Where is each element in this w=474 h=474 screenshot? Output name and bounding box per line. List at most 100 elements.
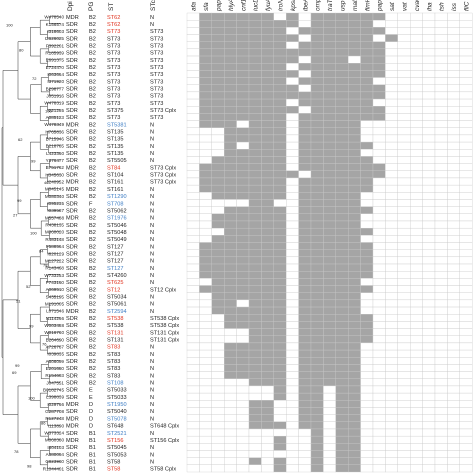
gene-absent-cell xyxy=(422,55,436,64)
gene-absent-cell xyxy=(422,335,436,344)
gene-present-cell xyxy=(236,134,250,143)
gene-absent-cell xyxy=(397,450,411,458)
gene-absent-cell xyxy=(224,428,237,437)
dpi-value: MDR xyxy=(66,424,79,430)
gene-present-cell xyxy=(335,407,349,415)
gene-absent-cell xyxy=(186,55,200,64)
gene-absent-cell xyxy=(459,435,473,444)
gene-present-cell xyxy=(261,184,274,193)
gene-absent-cell xyxy=(360,357,374,365)
gene-absent-cell xyxy=(447,450,460,458)
gene-absent-cell xyxy=(422,400,436,408)
gene-absent-cell xyxy=(434,328,448,336)
gene-present-cell xyxy=(286,34,299,42)
gene-present-cell xyxy=(323,34,336,42)
gene-absent-cell xyxy=(434,120,448,128)
gene-header: kpsMII xyxy=(290,0,297,11)
gene-present-cell xyxy=(211,192,225,200)
gene-present-cell xyxy=(348,19,361,28)
gene-absent-cell xyxy=(186,19,200,28)
gene-absent-cell xyxy=(186,357,200,365)
stc-value: N xyxy=(150,302,154,308)
gene-absent-cell xyxy=(385,113,398,121)
isolate-id: B0182745 xyxy=(43,388,64,393)
gene-absent-cell xyxy=(385,392,398,401)
gene-absent-cell xyxy=(224,407,237,415)
gene-absent-cell xyxy=(459,285,473,293)
pg-value: B2 xyxy=(89,381,96,387)
gene-absent-cell xyxy=(385,48,398,57)
gene-absent-cell xyxy=(360,443,374,451)
gene-absent-cell xyxy=(348,55,361,64)
gene-absent-cell xyxy=(286,428,299,437)
gene-absent-cell xyxy=(422,127,436,136)
gene-present-cell xyxy=(199,70,212,78)
gene-present-cell xyxy=(248,457,262,466)
gene-absent-cell xyxy=(459,392,473,401)
gene-absent-cell xyxy=(199,199,212,207)
dpi-value: SDR xyxy=(66,244,78,250)
gene-present-cell xyxy=(310,342,324,351)
gene-absent-cell xyxy=(273,400,287,408)
dpi-value: SDR xyxy=(66,316,78,322)
gene-present-cell xyxy=(298,392,312,401)
dpi-value: SDR xyxy=(66,22,78,28)
gene-present-cell xyxy=(211,306,225,315)
gene-absent-cell xyxy=(385,450,398,458)
gene-absent-cell xyxy=(397,163,411,171)
dpi-value: SDR xyxy=(66,137,78,143)
gene-absent-cell xyxy=(211,364,225,372)
gene-absent-cell xyxy=(298,450,312,458)
gene-absent-cell xyxy=(447,299,460,308)
gene-absent-cell xyxy=(286,385,299,394)
pg-value: B2 xyxy=(89,144,96,150)
gene-present-cell xyxy=(248,84,262,93)
gene-absent-cell xyxy=(186,249,200,258)
isolate-id: W373324 xyxy=(44,431,64,436)
gene-absent-cell xyxy=(360,464,374,473)
gene-present-cell xyxy=(298,163,312,171)
gene-present-cell xyxy=(273,335,287,344)
gene-absent-cell xyxy=(410,19,423,28)
dpi-value: SDR xyxy=(66,388,78,394)
gene-absent-cell xyxy=(397,141,411,150)
gene-absent-cell xyxy=(422,141,436,150)
gene-present-cell xyxy=(224,91,237,100)
bootstrap-label: 100 xyxy=(6,22,13,27)
st-value: ST127 xyxy=(107,251,123,257)
gene-present-cell xyxy=(348,421,361,430)
gene-absent-cell xyxy=(434,435,448,444)
st-value: ST73 xyxy=(107,65,120,71)
gene-present-cell xyxy=(248,213,262,222)
gene-present-cell xyxy=(211,55,225,64)
gene-absent-cell xyxy=(236,450,250,458)
gene-present-cell xyxy=(236,220,250,229)
gene-absent-cell xyxy=(459,271,473,279)
gene-present-cell xyxy=(360,91,374,100)
gene-absent-cell xyxy=(422,292,436,301)
gene-absent-cell xyxy=(410,77,423,85)
gene-present-cell xyxy=(310,170,324,179)
gene-absent-cell xyxy=(186,141,200,150)
gene-absent-cell xyxy=(410,127,423,136)
gene-present-cell xyxy=(348,34,361,42)
dpi-value: SDR xyxy=(66,108,78,114)
gene-present-cell xyxy=(273,306,287,315)
gene-absent-cell xyxy=(385,220,398,229)
gene-absent-cell xyxy=(186,91,200,100)
gene-absent-cell xyxy=(447,328,460,336)
gene-present-cell xyxy=(224,77,237,85)
gene-absent-cell xyxy=(410,235,423,243)
gene-absent-cell xyxy=(360,292,374,301)
gene-absent-cell xyxy=(372,141,386,150)
gene-absent-cell xyxy=(372,192,386,200)
stc-value: ST73 xyxy=(150,43,163,49)
stc-value: N xyxy=(150,388,154,394)
gene-present-cell xyxy=(273,91,287,100)
gene-present-cell xyxy=(310,285,324,293)
gene-absent-cell xyxy=(447,84,460,93)
gene-present-cell xyxy=(348,70,361,78)
pg-value: B2 xyxy=(89,87,96,93)
pg-value: B2 xyxy=(89,302,96,308)
gene-absent-cell xyxy=(410,371,423,379)
